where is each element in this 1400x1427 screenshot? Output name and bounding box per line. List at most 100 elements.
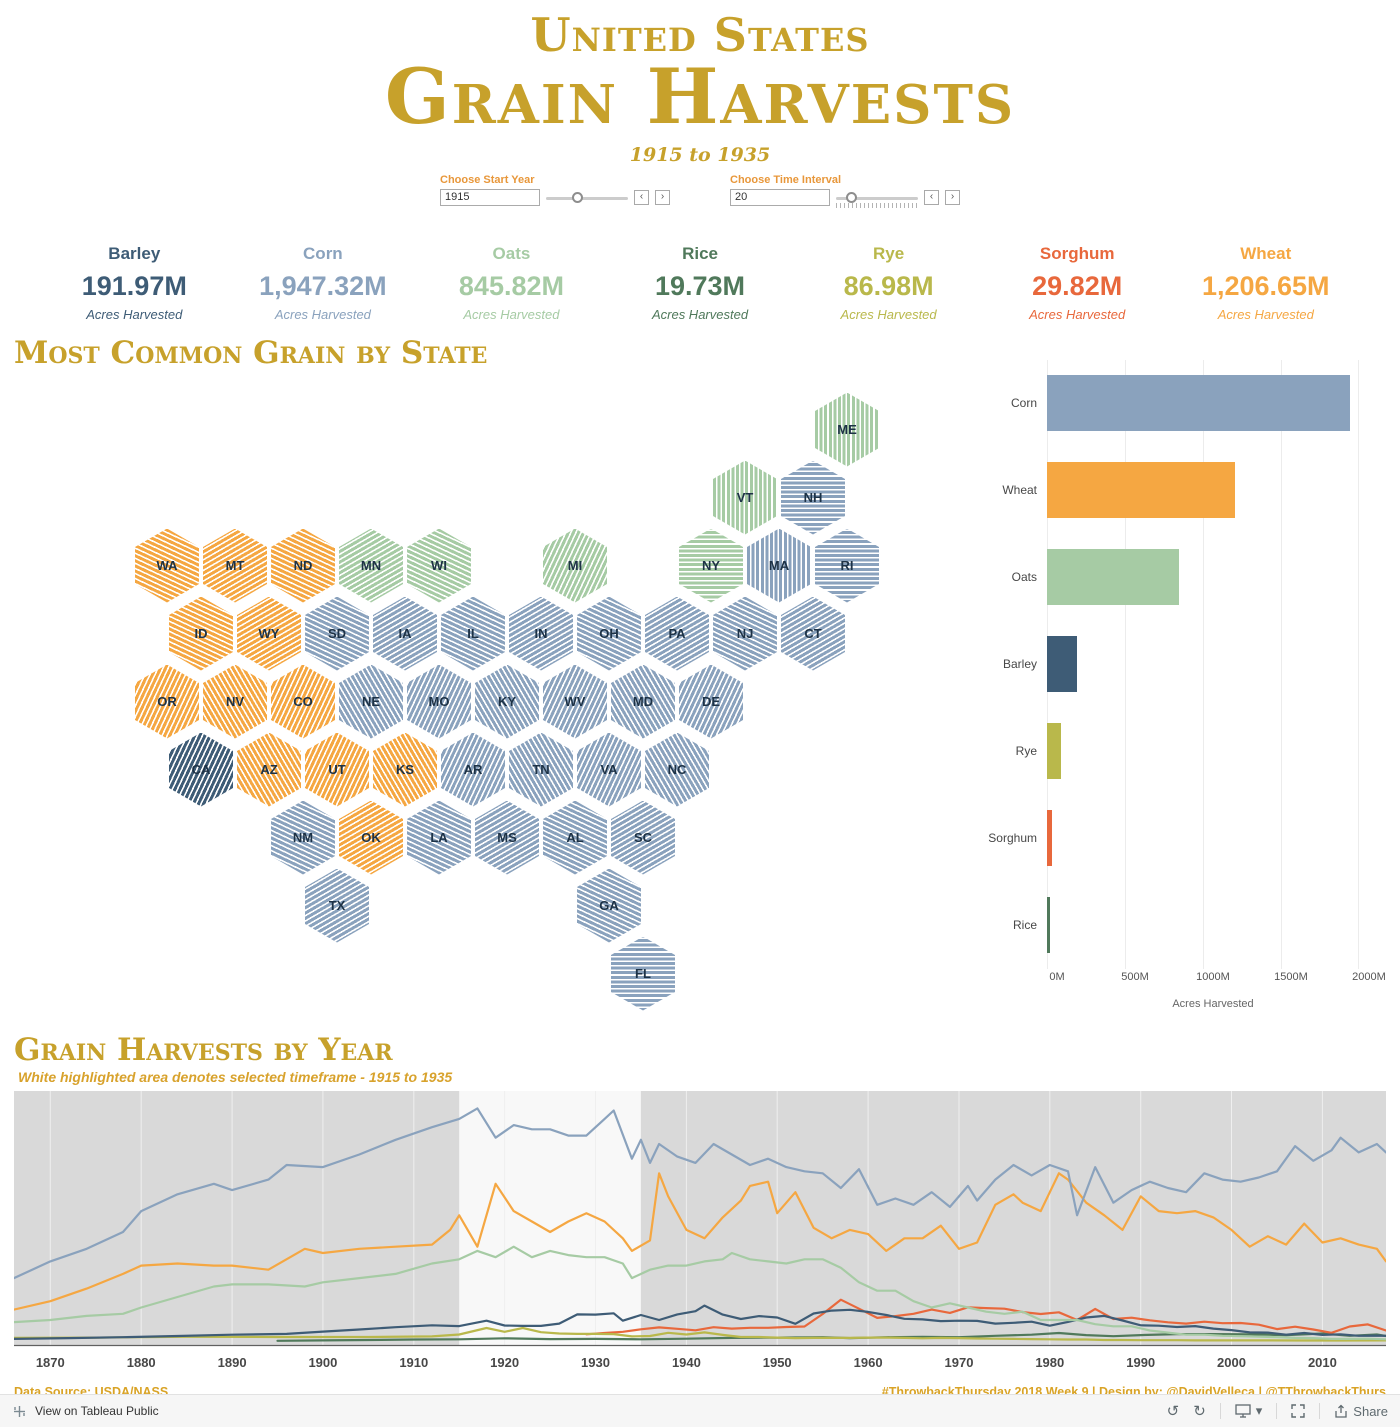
line-chart[interactable]: 1870 1880 1890 1900 1910 1920 1930 1940 1950 1960… — [14, 1090, 1387, 1381]
state-hex-ms[interactable]: MS — [475, 800, 539, 875]
state-hex-mn[interactable]: MN — [339, 528, 403, 603]
state-hex-wy[interactable]: WY — [237, 596, 301, 671]
state-hex-id[interactable]: ID — [169, 596, 233, 671]
slider-track — [836, 196, 918, 200]
line-corn[interactable] — [14, 1106, 1386, 1279]
fullscreen-button[interactable] — [1291, 1404, 1305, 1418]
state-hex-ut[interactable]: UT — [305, 732, 369, 807]
bar-rye[interactable] — [1047, 723, 1061, 780]
state-hex-nm[interactable]: NM — [271, 800, 335, 875]
undo-button[interactable]: ↺ — [1167, 1404, 1180, 1419]
state-hex-wa[interactable]: WA — [135, 528, 199, 603]
state-hex-nh[interactable]: NH — [781, 460, 845, 535]
line-sorghum[interactable] — [585, 1298, 1386, 1335]
state-hex-sc[interactable]: SC — [611, 800, 675, 875]
line-rice[interactable] — [276, 1331, 1387, 1342]
kpi-grain-name: Oats — [492, 243, 531, 263]
state-hex-ny[interactable]: NY — [679, 528, 743, 603]
state-hex-wv[interactable]: WV — [543, 664, 607, 739]
bar-plot-area — [1047, 620, 1359, 708]
state-hex-ct[interactable]: CT — [781, 596, 845, 671]
state-hex-sd[interactable]: SD — [305, 596, 369, 671]
start-year-increment-button[interactable]: › — [655, 189, 670, 205]
time-interval-slider[interactable] — [836, 191, 918, 209]
line-wheat[interactable] — [14, 1171, 1386, 1311]
controls-row: Choose Start Year ‹ › Choose Time Interv… — [0, 174, 1400, 214]
download-button[interactable]: ▾ — [1235, 1403, 1262, 1419]
time-interval-decrement-button[interactable]: ‹ — [924, 189, 939, 205]
slider-thumb[interactable] — [845, 191, 857, 203]
state-hex-tx[interactable]: TX — [305, 868, 369, 943]
state-label: WY — [258, 626, 280, 642]
kpi-barley: Barley 191.97M Acres Harvested — [40, 244, 229, 322]
tableau-logo-icon — [14, 1405, 25, 1417]
state-hex-or[interactable]: OR — [135, 664, 199, 739]
state-hex-nc[interactable]: NC — [645, 732, 709, 807]
bar-rice[interactable] — [1047, 897, 1051, 954]
state-hex-nv[interactable]: NV — [203, 664, 267, 739]
bar-axis-tick: 1500M — [1274, 970, 1308, 983]
state-hex-fl[interactable]: FL — [611, 936, 675, 1011]
state-hex-ga[interactable]: GA — [577, 868, 641, 943]
state-hex-ca[interactable]: CA — [169, 732, 233, 807]
state-hex-ri[interactable]: RI — [815, 528, 879, 603]
slider-thumb[interactable] — [572, 191, 584, 203]
bar-wheat[interactable] — [1047, 462, 1235, 519]
state-hex-md[interactable]: MD — [611, 664, 675, 739]
state-hex-mo[interactable]: MO — [407, 664, 471, 739]
share-button[interactable]: Share — [1334, 1404, 1388, 1419]
time-interval-input[interactable] — [730, 188, 830, 206]
state-hex-oh[interactable]: OH — [577, 596, 641, 671]
line-rye[interactable] — [14, 1326, 1386, 1342]
start-year-slider[interactable] — [546, 191, 628, 209]
bar-barley[interactable] — [1047, 636, 1077, 693]
redo-button[interactable]: ↻ — [1193, 1404, 1206, 1419]
state-hex-de[interactable]: DE — [679, 664, 743, 739]
state-hex-pa[interactable]: PA — [645, 596, 709, 671]
state-hex-az[interactable]: AZ — [237, 732, 301, 807]
state-hex-ne[interactable]: NE — [339, 664, 403, 739]
kpi-caption: Acres Harvested — [651, 306, 749, 322]
state-hex-ia[interactable]: IA — [373, 596, 437, 671]
bar-category-label: Sorghum — [988, 831, 1037, 846]
state-hex-la[interactable]: LA — [407, 800, 471, 875]
state-hex-ma[interactable]: MA — [747, 528, 811, 603]
state-label: DE — [701, 694, 721, 710]
state-hex-mt[interactable]: MT — [203, 528, 267, 603]
toolbar-divider — [1219, 1403, 1221, 1419]
state-hex-ks[interactable]: KS — [373, 732, 437, 807]
state-hex-in[interactable]: IN — [509, 596, 573, 671]
state-hex-co[interactable]: CO — [271, 664, 335, 739]
start-year-label: Choose Start Year — [440, 173, 535, 186]
state-hex-ky[interactable]: KY — [475, 664, 539, 739]
line-oats[interactable] — [14, 1245, 1386, 1340]
state-hex-nj[interactable]: NJ — [713, 596, 777, 671]
tableau-toolbar: View on Tableau Public ↺ ↻ ▾ — [0, 1394, 1400, 1427]
state-label: CA — [191, 762, 211, 778]
state-hex-ok[interactable]: OK — [339, 800, 403, 875]
start-year-decrement-button[interactable]: ‹ — [634, 189, 649, 205]
state-hex-tn[interactable]: TN — [509, 732, 573, 807]
start-year-input[interactable] — [440, 188, 540, 206]
state-hex-al[interactable]: AL — [543, 800, 607, 875]
state-label: PA — [668, 626, 686, 642]
page-title-line2: Grain Harvests — [384, 52, 1016, 141]
state-hex-va[interactable]: VA — [577, 732, 641, 807]
kpi-value: 191.97M — [81, 270, 187, 301]
line-barley[interactable] — [14, 1304, 1386, 1340]
time-interval-increment-button[interactable]: › — [945, 189, 960, 205]
state-label: ND — [293, 558, 313, 574]
kpi-caption: Acres Harvested — [840, 306, 937, 322]
state-hex-mi[interactable]: MI — [543, 528, 607, 603]
kpi-value: 1,206.65M — [1201, 270, 1330, 301]
bar-corn[interactable] — [1047, 375, 1350, 432]
state-hex-wi[interactable]: WI — [407, 528, 471, 603]
bar-sorghum[interactable] — [1047, 810, 1052, 867]
bar-oats[interactable] — [1047, 549, 1179, 606]
state-hex-me[interactable]: ME — [815, 392, 879, 467]
state-hex-nd[interactable]: ND — [271, 528, 335, 603]
view-on-tableau-link[interactable]: View on Tableau Public — [35, 1404, 159, 1418]
state-hex-vt[interactable]: VT — [713, 460, 777, 535]
state-hex-il[interactable]: IL — [441, 596, 505, 671]
state-hex-ar[interactable]: AR — [441, 732, 505, 807]
